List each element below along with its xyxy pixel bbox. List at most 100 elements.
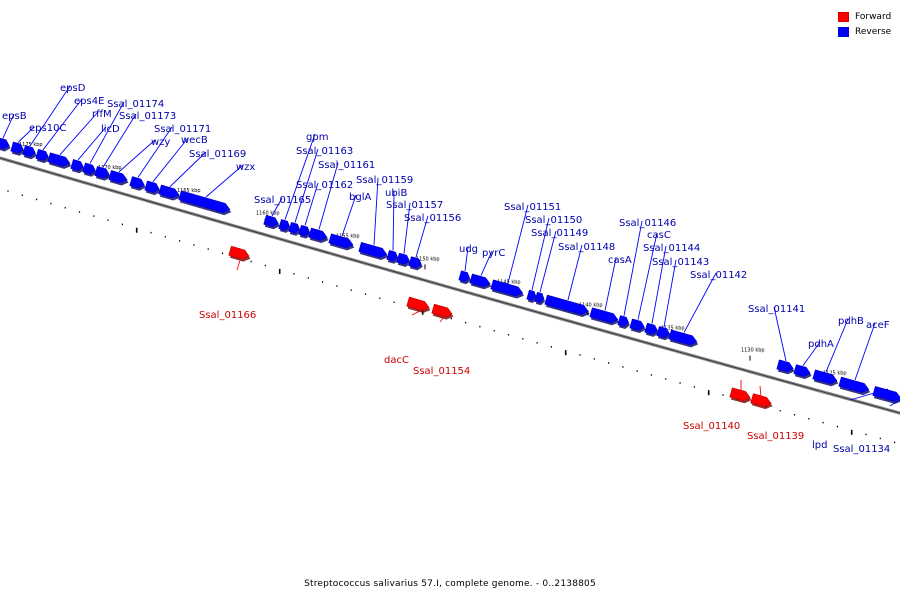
gene-arrow-ubib[interactable] bbox=[386, 249, 398, 262]
gene-leader-line bbox=[284, 133, 316, 220]
gene-arrow-lpd[interactable] bbox=[872, 386, 900, 402]
gene-leader-line bbox=[59, 111, 99, 156]
gene-leader-line bbox=[531, 217, 550, 291]
gene-label-ssal_01139: Ssal_01139 bbox=[747, 431, 804, 442]
gene-leader-line bbox=[318, 162, 339, 230]
gene-arrow-ssal_01141[interactable] bbox=[776, 359, 794, 373]
gene-label-ssal_01141: Ssal_01141 bbox=[748, 304, 805, 315]
gene-label-bgla: bglA bbox=[349, 192, 371, 203]
gene-leader-line bbox=[137, 126, 173, 178]
gene-label-epsd: epsD bbox=[60, 83, 86, 94]
gene-arrow-eps4e[interactable] bbox=[35, 148, 49, 161]
legend: Forward Reverse bbox=[838, 9, 891, 39]
gene-arrow-acef[interactable] bbox=[838, 376, 870, 393]
gene-arrow-ssal_01144[interactable] bbox=[644, 322, 658, 335]
gene-leader-line bbox=[439, 317, 444, 323]
gene-arrow-ssal_01149[interactable] bbox=[534, 291, 544, 304]
gene-arrow-ssal_01173[interactable] bbox=[94, 166, 110, 179]
gene-leader-line bbox=[152, 137, 189, 182]
gene-arrow-pdhb[interactable] bbox=[812, 369, 838, 385]
gene-arrow-ssal_01148[interactable] bbox=[544, 294, 589, 315]
gene-arrow-ssal_01142[interactable] bbox=[668, 329, 698, 346]
gene-arrow-ssal_01146[interactable] bbox=[617, 315, 629, 327]
gene-label-licd: licD bbox=[101, 124, 120, 135]
scale-dots bbox=[7, 190, 896, 444]
gene-arrow-casa[interactable] bbox=[589, 307, 619, 324]
gene-label-ssal_01174: Ssal_01174 bbox=[107, 99, 164, 110]
gene-arrow-bgla[interactable] bbox=[328, 233, 354, 249]
gene-label-ssal_01166: Ssal_01166 bbox=[199, 310, 256, 321]
gene-leader-line bbox=[89, 101, 125, 164]
gene-label-ssal_01162: Ssal_01162 bbox=[296, 180, 353, 191]
gene-leader-line bbox=[651, 245, 667, 324]
gene-arrow-ssal_01174[interactable] bbox=[82, 162, 96, 175]
gene-leader-line bbox=[118, 139, 156, 173]
gene-label-ssal_01165: Ssal_01165 bbox=[254, 195, 311, 206]
gene-arrow-wecb[interactable] bbox=[144, 180, 160, 193]
gene-label-eps4e: eps4E bbox=[74, 96, 104, 107]
gene-leader-line bbox=[773, 306, 787, 361]
gene-arrow-licd[interactable] bbox=[70, 159, 84, 171]
gene-leader-line bbox=[77, 126, 107, 161]
gene-arrow-eps10c[interactable] bbox=[10, 141, 24, 154]
gene-label-wecb: wecB bbox=[181, 135, 208, 146]
gene-label-ssal_01149: Ssal_01149 bbox=[531, 228, 588, 239]
gene-leader-line bbox=[759, 385, 763, 408]
gene-label-casa: casA bbox=[608, 255, 632, 266]
gene-label-ssal_01169: Ssal_01169 bbox=[189, 149, 246, 160]
ruler-tick-label: 1170 kbp bbox=[98, 165, 122, 171]
gene-arrow-wzy[interactable] bbox=[108, 170, 128, 184]
gene-features: epsBeps10CepsDeps4ErffMlicDSsal_01174Ssa… bbox=[0, 83, 900, 455]
gene-arrow-ssal_01159[interactable] bbox=[358, 241, 388, 258]
gene-arrow-ssal_01150[interactable] bbox=[526, 289, 536, 301]
gene-leader-line bbox=[294, 148, 319, 223]
genome-backbone-core bbox=[0, 157, 900, 414]
gene-arrow-epsd[interactable] bbox=[22, 145, 36, 157]
ruler-tick-label: 1140 kbp bbox=[579, 302, 603, 308]
gene-arrow-ssal_01166[interactable] bbox=[228, 245, 250, 260]
gene-arrow-ssal_01140[interactable] bbox=[729, 387, 751, 401]
ruler-tick-label: 1130 kbp bbox=[741, 348, 765, 354]
legend-reverse-swatch bbox=[838, 26, 849, 37]
gene-label-dacc: dacC bbox=[384, 355, 409, 366]
legend-reverse-label: Reverse bbox=[855, 26, 892, 37]
gene-label-ssal_01134: Ssal_01134 bbox=[833, 444, 890, 455]
gene-arrow-ssal_01156[interactable] bbox=[408, 256, 422, 269]
gene-arrow-gpm[interactable] bbox=[278, 219, 290, 231]
gene-label-ssal_01148: Ssal_01148 bbox=[558, 242, 615, 253]
gene-label-pdha: pdhA bbox=[808, 339, 834, 350]
figure-caption: Streptococcus salivarius 57.I, complete … bbox=[304, 579, 596, 589]
gene-arrow-epsb[interactable] bbox=[0, 137, 10, 150]
gene-label-ssal_01154: Ssal_01154 bbox=[413, 366, 470, 377]
gene-label-ssal_01140: Ssal_01140 bbox=[683, 421, 740, 432]
gene-leader-line bbox=[849, 388, 889, 401]
gene-arrow-ssal_01157[interactable] bbox=[396, 252, 410, 265]
gene-leader-line bbox=[17, 126, 35, 143]
gene-arrow-ssal_01162[interactable] bbox=[298, 224, 310, 237]
gene-arrow-wzx[interactable] bbox=[178, 190, 231, 213]
gene-arrow-ssal_01161[interactable] bbox=[308, 227, 328, 241]
gene-arrow-ssal_01163[interactable] bbox=[288, 221, 300, 234]
gene-leader-line bbox=[403, 202, 411, 254]
gene-label-ssal_01161: Ssal_01161 bbox=[318, 160, 375, 171]
gene-label-pyrc: pyrC bbox=[482, 248, 505, 259]
gene-leader-line bbox=[2, 113, 15, 139]
gene-arrow-ssal_01165[interactable] bbox=[263, 214, 279, 228]
gene-arrow-pdha[interactable] bbox=[793, 364, 811, 377]
gene-arrow-ssal_01171[interactable] bbox=[129, 176, 145, 189]
gene-arrow-ssal_01151[interactable] bbox=[490, 279, 524, 297]
gene-label-rffm: rffM bbox=[92, 109, 112, 120]
gene-arrow-dacc[interactable] bbox=[406, 296, 430, 311]
gene-arrow-udg[interactable] bbox=[458, 270, 470, 282]
gene-arrow-rffm[interactable] bbox=[47, 152, 71, 167]
gene-arrow-pyrc[interactable] bbox=[469, 273, 491, 288]
gene-leader-line bbox=[42, 98, 83, 151]
gene-label-wzy: wzy bbox=[151, 137, 170, 148]
legend-forward-swatch bbox=[838, 11, 849, 22]
gene-arrow-ssal_01154[interactable] bbox=[431, 303, 453, 318]
gene-arrow-ssal_01169[interactable] bbox=[158, 184, 180, 199]
gene-arrow-ssal_01143[interactable] bbox=[656, 326, 670, 338]
gene-arrow-casc[interactable] bbox=[629, 318, 645, 331]
gene-label-acef: aceF bbox=[866, 320, 890, 331]
